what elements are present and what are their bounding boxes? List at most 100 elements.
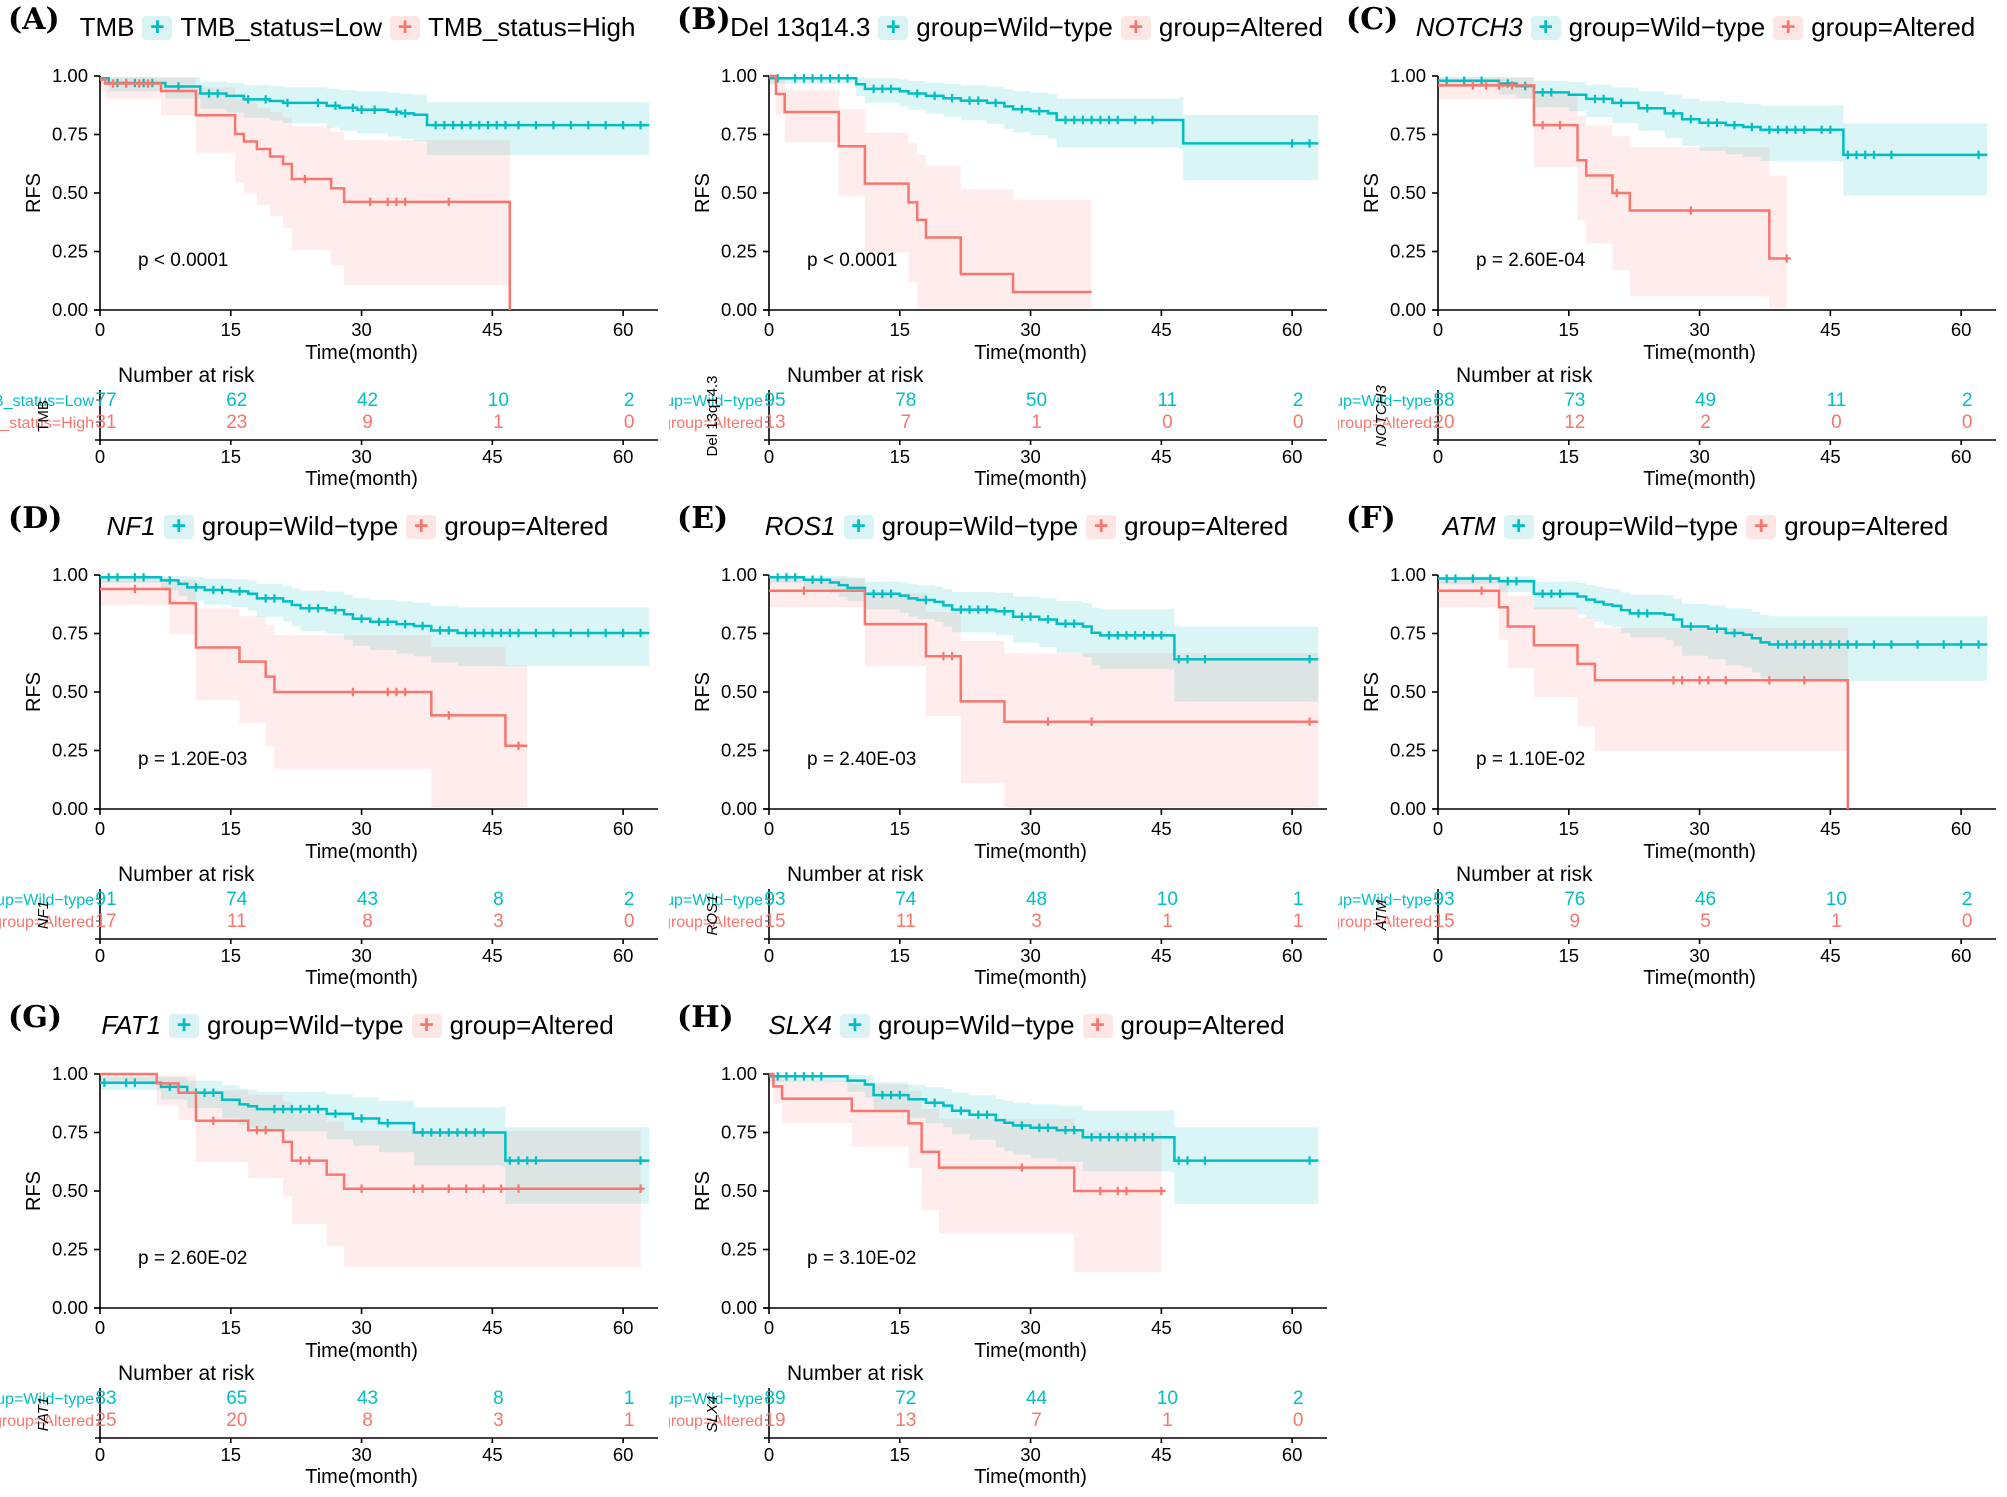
svg-text:45: 45	[1151, 818, 1172, 839]
risk-count: 43	[357, 889, 378, 910]
x-axis-label: Time(month)	[974, 841, 1087, 863]
svg-text:0.75: 0.75	[721, 1122, 757, 1143]
svg-text:0.00: 0.00	[721, 299, 757, 320]
risk-count: 12	[1564, 412, 1585, 433]
ci-band	[769, 576, 1319, 704]
svg-text:15: 15	[220, 446, 241, 467]
risk-count: 11	[1826, 390, 1846, 411]
risk-table-header: Number at risk	[787, 863, 924, 886]
svg-text:45: 45	[482, 319, 503, 340]
km-curve	[1438, 589, 1850, 809]
risk-count: 0	[1962, 412, 1973, 433]
svg-text:0.75: 0.75	[52, 623, 88, 644]
svg-text:0.50: 0.50	[52, 681, 88, 702]
risk-count: 9	[1569, 911, 1580, 932]
x-axis-label: Time(month)	[1643, 342, 1756, 364]
risk-count: 15	[1433, 911, 1454, 932]
panel-title: ROS1	[764, 511, 836, 541]
panel-title: ATM	[1442, 511, 1496, 541]
svg-text:60: 60	[1951, 319, 1972, 340]
x-axis-label: Time(month)	[1643, 841, 1756, 863]
risk-table-header: Number at risk	[118, 863, 255, 886]
risk-axis-gene-label: ATM	[1373, 899, 1390, 931]
risk-count: 93	[764, 889, 785, 910]
legend-key-group1-icon: +	[1503, 514, 1534, 539]
risk-x-axis-label: Time(month)	[1643, 967, 1756, 989]
risk-count: 11	[1157, 390, 1177, 411]
risk-count: 19	[764, 1410, 785, 1431]
legend-key-group2-icon: +	[390, 15, 421, 40]
svg-text:0.50: 0.50	[721, 681, 757, 702]
svg-text:30: 30	[1020, 446, 1041, 467]
risk-x-axis-label: Time(month)	[305, 1466, 418, 1488]
ci-band	[769, 578, 1319, 808]
risk-count: 10	[488, 390, 509, 411]
x-axis-label: Time(month)	[305, 841, 418, 863]
risk-axis-gene-label: NOTCH3	[1373, 385, 1390, 447]
svg-text:60: 60	[1951, 446, 1972, 467]
p-value-label: p = 2.40E-03	[807, 749, 916, 770]
risk-count: 77	[95, 390, 116, 411]
risk-count: 11	[227, 911, 247, 932]
svg-text:30: 30	[1689, 818, 1710, 839]
panel-letter: (E)	[677, 501, 729, 536]
legend-label-group1: group=Wild−type	[201, 511, 399, 541]
risk-x-axis-label: Time(month)	[305, 468, 418, 490]
legend-label-group1: group=Wild−type	[1541, 511, 1739, 541]
p-value-label: p = 1.20E-03	[138, 749, 247, 770]
km-plot: 1.000.750.500.250.000 15 30 45 60RFSTime(mon…	[669, 65, 1327, 490]
svg-text:0: 0	[764, 1317, 774, 1338]
risk-table-header: Number at risk	[118, 364, 255, 387]
risk-count: 89	[764, 1388, 785, 1409]
risk-axis-gene-label: TMB	[35, 400, 52, 432]
panel-title: SLX4	[768, 1010, 832, 1040]
legend-label-group1: group=Wild−type	[1568, 12, 1766, 42]
risk-row-label: group=Wild−type	[0, 1391, 94, 1408]
svg-text:30: 30	[1020, 1317, 1041, 1338]
risk-axis-gene-label: ROS1	[704, 895, 721, 936]
svg-text:30: 30	[351, 945, 372, 966]
risk-count: 11	[896, 911, 916, 932]
risk-row-label: TMB_status=High	[0, 415, 94, 432]
risk-count: 1	[1293, 889, 1304, 910]
x-axis-label: Time(month)	[974, 1340, 1087, 1362]
risk-count: 25	[95, 1410, 116, 1431]
panel-letter: (D)	[8, 501, 63, 536]
risk-row-label: group=Altered	[0, 1413, 94, 1430]
km-plot: 1.000.750.500.250.000 15 30 45 60RFSTime(mon…	[0, 1063, 658, 1488]
svg-text:0: 0	[764, 1444, 774, 1465]
risk-count: 17	[95, 911, 116, 932]
panel-title: FAT1	[101, 1010, 162, 1040]
legend-key-group2-icon: +	[1086, 514, 1117, 539]
legend-key-group2-icon: +	[1773, 15, 1804, 40]
legend-label-group2: group=Altered	[449, 1010, 614, 1040]
svg-text:15: 15	[1558, 319, 1579, 340]
risk-count: 74	[226, 889, 248, 910]
y-axis-label: RFS	[692, 672, 714, 712]
p-value-label: p = 1.10E-02	[1476, 749, 1585, 770]
y-axis-label: RFS	[692, 173, 714, 213]
risk-count: 2	[624, 390, 635, 411]
svg-text:15: 15	[889, 818, 910, 839]
svg-text:60: 60	[1282, 945, 1303, 966]
svg-text:30: 30	[1020, 945, 1041, 966]
risk-row-label: TMB_status=Low	[0, 393, 94, 410]
ci-band	[100, 77, 510, 291]
y-axis-label: RFS	[23, 1171, 45, 1211]
svg-text:30: 30	[1689, 319, 1710, 340]
risk-count: 31	[95, 412, 116, 433]
ci-band	[100, 1076, 650, 1206]
svg-text:0.00: 0.00	[721, 1297, 757, 1318]
svg-text:0: 0	[1433, 446, 1443, 467]
ci-band	[100, 77, 650, 158]
svg-text:0: 0	[764, 446, 774, 467]
svg-text:30: 30	[351, 1444, 372, 1465]
svg-text:15: 15	[1558, 446, 1579, 467]
legend-key-group1-icon: +	[843, 514, 874, 539]
km-panel: (H) SLX4 + group=Wild−type + group=Alter…	[669, 998, 1338, 1497]
km-curve	[769, 74, 1092, 294]
svg-text:15: 15	[1558, 818, 1579, 839]
ci-band	[769, 77, 1092, 309]
risk-row-label: group=Altered	[1338, 914, 1432, 931]
